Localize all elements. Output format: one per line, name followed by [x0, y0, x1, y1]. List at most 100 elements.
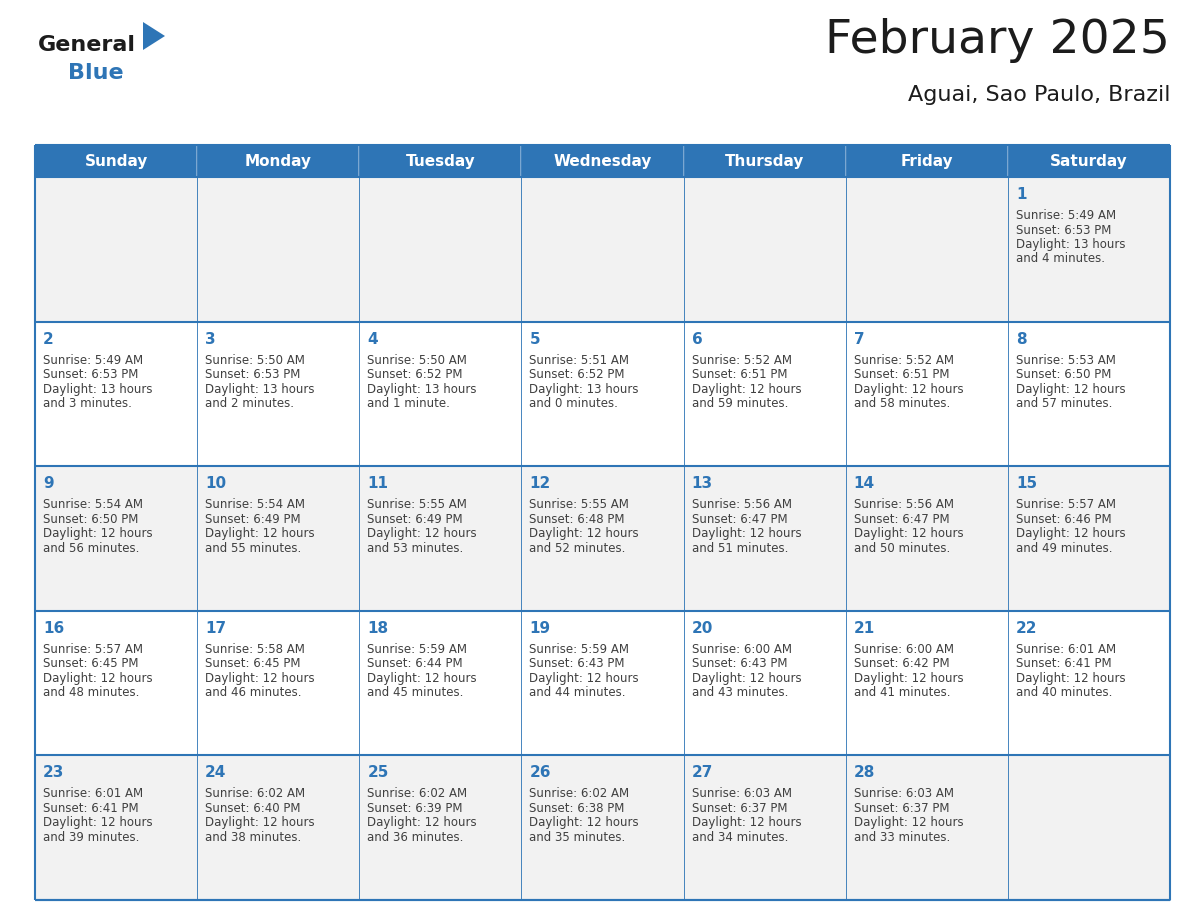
Bar	[197, 466, 359, 610]
Text: and 4 minutes.: and 4 minutes.	[1016, 252, 1105, 265]
Text: Blue: Blue	[68, 63, 124, 83]
Text: Daylight: 12 hours: Daylight: 12 hours	[854, 527, 963, 540]
Text: 21: 21	[854, 621, 876, 636]
Text: Daylight: 12 hours: Daylight: 12 hours	[367, 816, 476, 829]
Text: 16: 16	[43, 621, 64, 636]
Bar	[683, 321, 846, 466]
Text: Daylight: 12 hours: Daylight: 12 hours	[530, 816, 639, 829]
Bar	[34, 756, 197, 900]
Text: 4: 4	[367, 331, 378, 347]
Text: and 59 minutes.: and 59 minutes.	[691, 397, 788, 410]
Bar	[522, 177, 683, 321]
Text: Sunset: 6:46 PM: Sunset: 6:46 PM	[1016, 512, 1112, 526]
Text: Daylight: 13 hours: Daylight: 13 hours	[1016, 238, 1125, 251]
Text: Sunset: 6:43 PM: Sunset: 6:43 PM	[530, 657, 625, 670]
Text: and 1 minute.: and 1 minute.	[367, 397, 450, 410]
Text: 18: 18	[367, 621, 388, 636]
Text: Sunrise: 5:56 AM: Sunrise: 5:56 AM	[691, 498, 791, 511]
Text: Sunset: 6:53 PM: Sunset: 6:53 PM	[1016, 223, 1111, 237]
Bar	[846, 321, 1007, 466]
Text: Thursday: Thursday	[725, 153, 804, 169]
Bar	[359, 756, 522, 900]
Text: Sunrise: 6:03 AM: Sunrise: 6:03 AM	[854, 788, 954, 800]
Bar	[1007, 466, 1170, 610]
Text: Sunrise: 6:00 AM: Sunrise: 6:00 AM	[854, 643, 954, 655]
Text: Daylight: 12 hours: Daylight: 12 hours	[206, 816, 315, 829]
Text: Daylight: 12 hours: Daylight: 12 hours	[691, 816, 801, 829]
Text: Sunday: Sunday	[84, 153, 147, 169]
Text: 11: 11	[367, 476, 388, 491]
Bar	[34, 177, 197, 321]
Text: Aguai, Sao Paulo, Brazil: Aguai, Sao Paulo, Brazil	[908, 85, 1170, 105]
Text: 28: 28	[854, 766, 876, 780]
Bar	[1007, 610, 1170, 756]
Text: 19: 19	[530, 621, 550, 636]
Text: Sunset: 6:51 PM: Sunset: 6:51 PM	[691, 368, 788, 381]
Text: 27: 27	[691, 766, 713, 780]
Text: Monday: Monday	[245, 153, 311, 169]
Text: Sunset: 6:38 PM: Sunset: 6:38 PM	[530, 802, 625, 815]
Text: and 35 minutes.: and 35 minutes.	[530, 831, 626, 844]
Text: Sunset: 6:39 PM: Sunset: 6:39 PM	[367, 802, 463, 815]
Text: Daylight: 13 hours: Daylight: 13 hours	[43, 383, 152, 396]
Text: Sunrise: 5:53 AM: Sunrise: 5:53 AM	[1016, 353, 1116, 366]
Text: and 2 minutes.: and 2 minutes.	[206, 397, 295, 410]
Text: Sunset: 6:49 PM: Sunset: 6:49 PM	[206, 512, 301, 526]
Bar	[846, 145, 1007, 177]
Text: and 58 minutes.: and 58 minutes.	[854, 397, 950, 410]
Bar	[522, 756, 683, 900]
Text: and 55 minutes.: and 55 minutes.	[206, 542, 302, 554]
Bar	[197, 756, 359, 900]
Text: Sunrise: 5:55 AM: Sunrise: 5:55 AM	[367, 498, 467, 511]
Text: Sunrise: 6:02 AM: Sunrise: 6:02 AM	[206, 788, 305, 800]
Text: Sunset: 6:47 PM: Sunset: 6:47 PM	[854, 512, 949, 526]
Text: February 2025: February 2025	[826, 18, 1170, 63]
Text: Saturday: Saturday	[1050, 153, 1127, 169]
Text: 24: 24	[206, 766, 227, 780]
Text: and 40 minutes.: and 40 minutes.	[1016, 687, 1112, 700]
Text: 17: 17	[206, 621, 226, 636]
Text: and 33 minutes.: and 33 minutes.	[854, 831, 950, 844]
Text: Sunset: 6:43 PM: Sunset: 6:43 PM	[691, 657, 788, 670]
Text: and 56 minutes.: and 56 minutes.	[43, 542, 139, 554]
Text: Sunrise: 5:54 AM: Sunrise: 5:54 AM	[43, 498, 143, 511]
Text: Daylight: 12 hours: Daylight: 12 hours	[206, 527, 315, 540]
Bar	[197, 610, 359, 756]
Text: Sunrise: 5:59 AM: Sunrise: 5:59 AM	[530, 643, 630, 655]
Text: Sunrise: 5:52 AM: Sunrise: 5:52 AM	[854, 353, 954, 366]
Bar	[359, 321, 522, 466]
Bar	[1007, 145, 1170, 177]
Text: 26: 26	[530, 766, 551, 780]
Text: Daylight: 12 hours: Daylight: 12 hours	[43, 672, 152, 685]
Text: Sunset: 6:41 PM: Sunset: 6:41 PM	[1016, 657, 1112, 670]
Text: Sunset: 6:50 PM: Sunset: 6:50 PM	[43, 512, 138, 526]
Text: and 43 minutes.: and 43 minutes.	[691, 687, 788, 700]
Text: 1: 1	[1016, 187, 1026, 202]
Text: Daylight: 12 hours: Daylight: 12 hours	[854, 816, 963, 829]
Text: 2: 2	[43, 331, 53, 347]
Text: 23: 23	[43, 766, 64, 780]
Bar	[359, 610, 522, 756]
Polygon shape	[143, 22, 165, 50]
Text: Friday: Friday	[901, 153, 953, 169]
Text: 22: 22	[1016, 621, 1037, 636]
Bar	[359, 466, 522, 610]
Text: and 50 minutes.: and 50 minutes.	[854, 542, 950, 554]
Bar	[522, 321, 683, 466]
Bar	[1007, 177, 1170, 321]
Bar	[522, 145, 683, 177]
Text: Sunrise: 5:50 AM: Sunrise: 5:50 AM	[367, 353, 467, 366]
Text: and 36 minutes.: and 36 minutes.	[367, 831, 463, 844]
Text: Daylight: 12 hours: Daylight: 12 hours	[1016, 527, 1125, 540]
Text: Wednesday: Wednesday	[554, 153, 652, 169]
Text: 6: 6	[691, 331, 702, 347]
Text: Sunrise: 5:54 AM: Sunrise: 5:54 AM	[206, 498, 305, 511]
Text: Daylight: 13 hours: Daylight: 13 hours	[530, 383, 639, 396]
Bar	[34, 466, 197, 610]
Text: Sunset: 6:52 PM: Sunset: 6:52 PM	[530, 368, 625, 381]
Text: Sunrise: 6:03 AM: Sunrise: 6:03 AM	[691, 788, 791, 800]
Text: and 44 minutes.: and 44 minutes.	[530, 687, 626, 700]
Text: Sunrise: 5:50 AM: Sunrise: 5:50 AM	[206, 353, 305, 366]
Text: and 48 minutes.: and 48 minutes.	[43, 687, 139, 700]
Text: Sunset: 6:37 PM: Sunset: 6:37 PM	[854, 802, 949, 815]
